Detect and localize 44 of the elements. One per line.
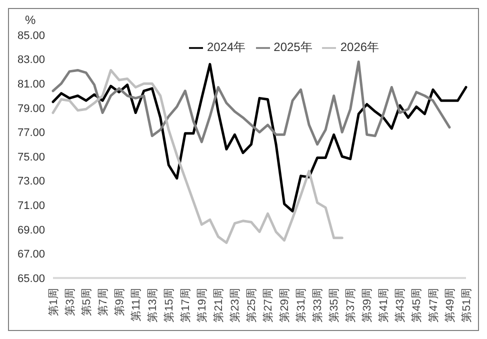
y-tick-label: 67.00 <box>17 248 45 261</box>
line-series <box>52 62 468 212</box>
y-tick-label: 77.00 <box>17 127 45 140</box>
line-series <box>52 60 451 146</box>
x-tick-label: 第49周 <box>444 288 456 322</box>
x-tick-label: 第11周 <box>130 288 142 322</box>
line-series <box>52 68 344 244</box>
legend-label: 2025年 <box>274 40 312 54</box>
y-tick-label: 75.00 <box>17 151 45 164</box>
x-tick-label: 第29周 <box>279 288 292 322</box>
x-tick-label: 第25周 <box>246 288 258 322</box>
y-tick-label: 83.00 <box>17 54 45 66</box>
x-tick-label: 第45周 <box>411 288 424 322</box>
x-tick-label: 第47周 <box>428 288 440 322</box>
y-tick-label: 79.00 <box>17 102 45 115</box>
y-tick-label: 81.00 <box>17 78 45 91</box>
x-tick-label: 第51周 <box>460 288 473 322</box>
x-tick-label: 第21周 <box>213 288 226 322</box>
legend-label: 2026年 <box>340 40 380 54</box>
x-tick-label: 第41周 <box>378 288 390 322</box>
x-tick-label: 第19周 <box>196 288 208 322</box>
x-tick-label: 第13周 <box>146 288 159 322</box>
x-tick-label: 第43周 <box>394 288 407 322</box>
x-tick-label: 第9周 <box>114 288 126 316</box>
x-tick-label: 第39周 <box>362 288 374 322</box>
x-tick-label: 第3周 <box>64 288 76 316</box>
legend-label: 2024年 <box>206 40 246 54</box>
y-tick-label: 65.00 <box>17 272 45 285</box>
x-tick-label: 第37周 <box>345 288 358 322</box>
x-tick-label: 第15周 <box>163 288 176 322</box>
y-tick-label: 73.00 <box>17 176 45 188</box>
x-tick-label: 第23周 <box>230 288 242 322</box>
x-tick-label: 第1周 <box>48 288 60 316</box>
y-tick-label: 69.00 <box>17 224 45 236</box>
y-tick-label: 85.00 <box>17 30 45 42</box>
y-tick-label: 71.00 <box>17 200 45 212</box>
x-tick-label: 第35周 <box>328 288 341 322</box>
y-axis-title: % <box>25 13 36 27</box>
x-tick-label: 第7周 <box>97 288 110 316</box>
x-tick-label: 第5周 <box>80 288 93 316</box>
x-tick-label: 第27周 <box>262 288 275 322</box>
x-tick-label: 第33周 <box>312 288 324 322</box>
x-tick-label: 第31周 <box>296 288 308 322</box>
x-tick-label: 第17周 <box>180 288 192 322</box>
